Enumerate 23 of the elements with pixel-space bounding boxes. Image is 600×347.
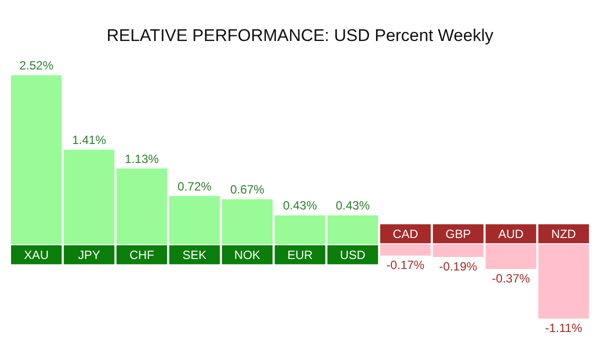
x-tick-label: NOK <box>234 248 260 262</box>
data-label: 2.52% <box>19 58 54 73</box>
data-label: -0.37% <box>492 271 530 286</box>
x-tick-label: JPY <box>78 248 100 262</box>
x-tick-label: NZD <box>551 227 576 242</box>
x-tick-label: AUD <box>498 227 524 242</box>
data-label: 0.67% <box>230 182 265 197</box>
chart-title: RELATIVE PERFORMANCE: USD Percent Weekly <box>106 26 494 45</box>
x-tick-label: EUR <box>287 248 313 262</box>
data-label: -1.11% <box>545 320 583 335</box>
x-tick-label: CAD <box>392 227 418 242</box>
data-label: 0.72% <box>178 179 212 194</box>
x-tick-label: CHF <box>129 248 154 262</box>
data-label: 0.43% <box>282 198 318 213</box>
x-tick-label: SEK <box>182 248 207 262</box>
x-tick-label: GBP <box>446 227 471 242</box>
data-label: 0.43% <box>336 198 370 213</box>
x-tick-label: USD <box>340 248 366 262</box>
data-label: -0.17% <box>386 258 425 272</box>
data-label: 1.41% <box>72 133 106 148</box>
data-label: 1.13% <box>124 152 160 166</box>
data-label: -0.19% <box>439 259 478 274</box>
x-tick-label: XAU <box>24 248 49 262</box>
